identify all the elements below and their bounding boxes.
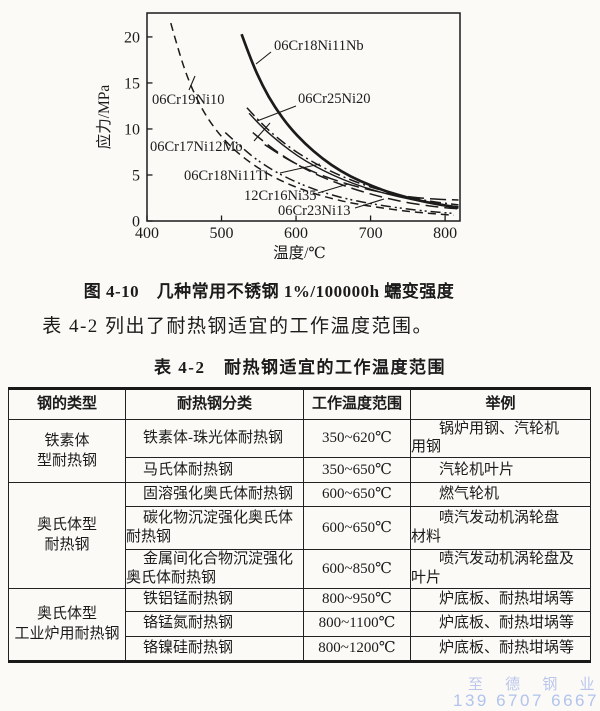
table-row: 铁素体 型耐热钢 铁素体-珠光体耐热钢 350~620℃ 锅炉用钢、汽轮机 用钢 [8,418,591,484]
series-06Cr23Ni13 [224,132,455,215]
steel-class-cell: 铁素体-珠光体耐热钢 [125,418,304,459]
steel-class-cell: 碳化物沉淀强化奥氏体 耐热钢 [125,506,304,551]
example-cell: 燃气轮机 [410,482,591,508]
example-cell: 喷汽发动机涡轮盘及 叶片 [410,549,591,589]
table-row: 奥氏体型 耐热钢 固溶强化奥氏体耐热钢 600~650℃ 燃气轮机 [8,482,591,589]
table-row: 铬镍硅耐热钢 800~1200℃ 炉底板、耐热坩埚等 [9,635,591,662]
column-header: 工作温度范围 [303,387,411,420]
label-leader-line [253,122,271,142]
plot-frame [146,12,461,222]
working-temperature-cell: 600~850℃ [303,549,411,589]
y-axis-title: 应力/MPa [94,85,113,150]
label-leader-line [255,51,272,65]
working-temperature-cell: 350~650℃ [303,457,411,484]
watermark-phone: 139 6707 6667 [453,690,599,710]
label-leader-line [188,75,196,91]
working-temperature-cell: 350~620℃ [303,418,411,459]
y-tick-label: 0 [132,214,140,231]
creep-strength-chart: 400 500 600 700 800 0 5 10 15 20 温度/℃ 应力/MPa 06Cr18N… [94,12,461,262]
example-cell: 炉底板、耐热坩埚等 [410,587,591,612]
series-06Cr18Ni11Nb [240,33,459,210]
curve-label-06Cr17Ni12Mo: 06Cr17Ni12Mo [150,139,243,155]
y-tick-label: 15 [124,75,140,92]
body-paragraph: 表 4-2 列出了耐热钢适宜的工作温度范围。 [42,316,434,337]
series-06Cr25Ni20 [246,107,459,206]
series-12Cr16Ni35 [264,143,459,201]
heat-resistant-steel-table: 钢的类型 耐热钢分类 工作温度范围 举例 铁素体 型耐热钢 铁素体-珠光体耐热钢 350~6… [8,386,591,663]
working-temperature-cell: 800~950℃ [303,587,411,612]
working-temperature-cell: 800~1200℃ [303,635,411,662]
x-tick-label: 600 [284,225,308,242]
y-tick-label: 10 [124,121,140,138]
y-tick-label: 20 [124,29,140,46]
figure-4-10: 400 500 600 700 800 0 5 10 15 20 温度/℃ 应力/MPa 06Cr18N… [0,0,600,265]
curve-label-06Cr19Ni10: 06Cr19Ni10 [152,92,225,108]
steel-class-cell: 铁铝锰耐热钢 [125,587,304,612]
x-tick-label: 500 [210,225,234,242]
x-tick-label: 800 [433,225,457,242]
curve-label-06Cr23Ni13: 06Cr23Ni13 [278,203,351,219]
label-leader-line [256,105,297,122]
label-leader-line [317,183,349,194]
curve-label-06Cr18Ni11Nb: 06Cr18Ni11Nb [274,38,364,54]
curve-label-12Cr16Ni35: 12Cr16Ni35 [244,188,317,204]
curve-label-06Cr18Ni11Ti: 06Cr18Ni11Ti [184,168,268,184]
table-title: 表 4-2 耐热钢适宜的工作温度范围 [154,357,446,377]
table-header-row: 钢的类型 耐热钢分类 工作温度范围 举例 [8,387,591,420]
working-temperature-cell: 800~1100℃ [303,610,411,637]
column-header: 举例 [410,387,591,420]
table-row: 碳化物沉淀强化奥氏体 耐热钢 600~650℃ 喷汽发动机涡轮盘 材料 [9,506,591,551]
y-tick-label: 5 [132,167,140,184]
steel-type-group-cell: 奥氏体型 工业炉用耐热钢 [8,587,126,662]
example-cell: 汽轮机叶片 [410,457,591,484]
example-cell: 锅炉用钢、汽轮机 用钢 [410,418,591,459]
example-cell: 炉底板、耐热坩埚等 [410,635,591,662]
label-leader-line [354,198,385,209]
x-tick-label: 700 [359,225,383,242]
working-temperature-cell: 600~650℃ [303,506,411,551]
steel-type-group-cell: 铁素体 型耐热钢 [8,418,126,484]
series-06Cr17Ni12Mo [248,112,459,208]
steel-class-cell: 铬锰氮耐热钢 [125,610,304,637]
curve-label-06Cr25Ni20: 06Cr25Ni20 [298,91,371,107]
column-header: 钢的类型 [8,387,126,420]
steel-class-cell: 铬镍硅耐热钢 [125,635,304,662]
watermark-brand: 至 德 钢 业 [468,675,600,693]
example-cell: 喷汽发动机涡轮盘 材料 [410,506,591,551]
table-row: 奥氏体型 工业炉用耐热钢 铁铝锰耐热钢 800~950℃ 炉底板、耐热坩埚等 [8,587,591,662]
x-axis-title: 温度/℃ [273,244,326,262]
working-temperature-cell: 600~650℃ [303,482,411,508]
column-header: 耐热钢分类 [125,387,304,420]
steel-type-group-cell: 奥氏体型 耐热钢 [8,482,126,589]
label-leader-line [279,163,321,174]
figure-caption: 图 4-10 几种常用不锈钢 1%/100000h 蠕变强度 [83,282,455,301]
x-tick-label: 400 [135,225,159,242]
example-cell: 炉底板、耐热坩埚等 [410,610,591,637]
table-row: 金属间化合物沉淀强化 奥氏体耐热钢 600~850℃ 喷汽发动机涡轮盘及 叶片 [9,549,591,589]
steel-class-cell: 马氏体耐热钢 [125,457,304,484]
steel-class-cell: 金属间化合物沉淀强化 奥氏体耐热钢 [125,549,304,589]
steel-class-cell: 固溶强化奥氏体耐热钢 [125,482,304,508]
